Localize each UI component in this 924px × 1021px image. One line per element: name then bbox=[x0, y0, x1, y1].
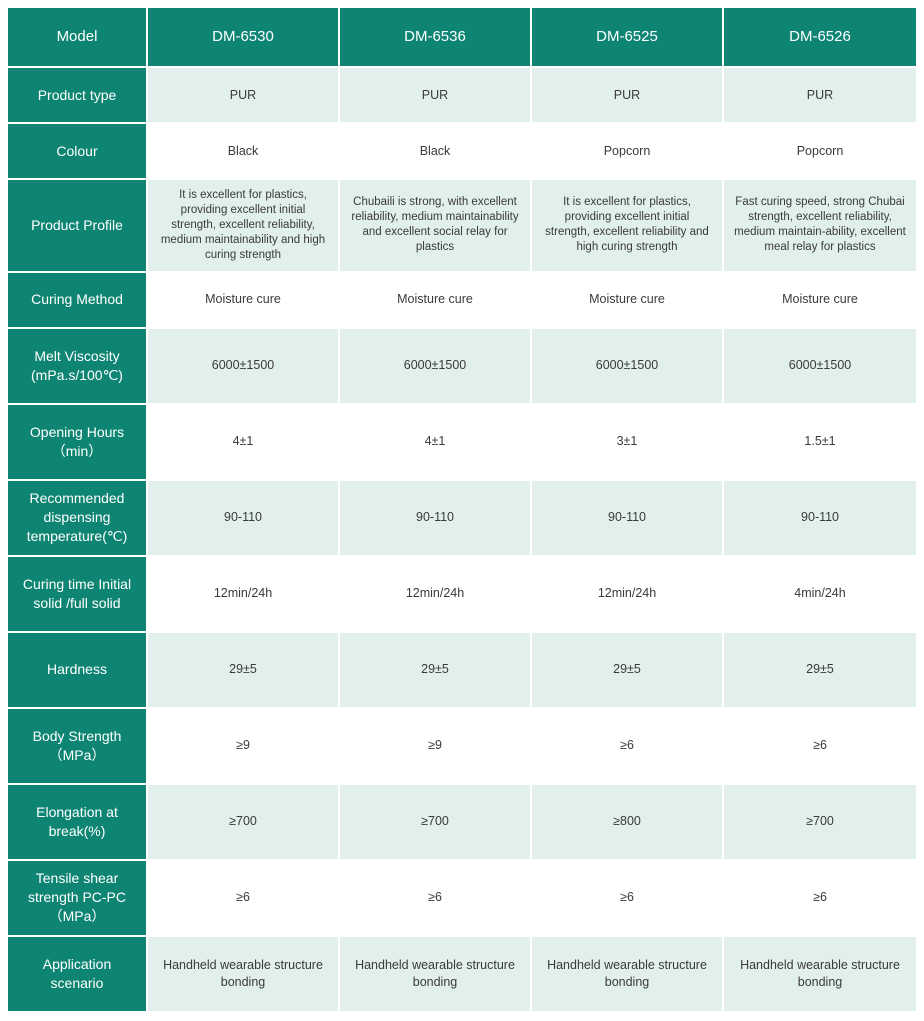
table-cell: ≥6 bbox=[532, 709, 724, 785]
table-row: Tensile shear strength PC-PC（MPa）≥6≥6≥6≥… bbox=[8, 861, 916, 937]
table-cell: ≥9 bbox=[340, 709, 532, 785]
table-cell: 29±5 bbox=[724, 633, 916, 709]
table-cell: Moisture cure bbox=[532, 273, 724, 329]
row-label: Opening Hours （min） bbox=[8, 405, 148, 481]
table-row: Melt Viscosity (mPa.s/100℃)6000±15006000… bbox=[8, 329, 916, 405]
col-header-1: DM-6530 bbox=[148, 8, 340, 68]
table-cell: 4±1 bbox=[340, 405, 532, 481]
table-cell: 90-110 bbox=[148, 481, 340, 557]
table-row: Opening Hours （min）4±14±13±11.5±1 bbox=[8, 405, 916, 481]
table-cell: ≥800 bbox=[532, 785, 724, 861]
table-cell: 12min/24h bbox=[340, 557, 532, 633]
table-cell: Handheld wearable structure bonding bbox=[532, 937, 724, 1013]
row-label: Body Strength （MPa） bbox=[8, 709, 148, 785]
table-cell: ≥6 bbox=[340, 861, 532, 937]
col-header-3: DM-6525 bbox=[532, 8, 724, 68]
table-row: Body Strength （MPa）≥9≥9≥6≥6 bbox=[8, 709, 916, 785]
row-label: Colour bbox=[8, 124, 148, 180]
row-label: Elongation at break(%) bbox=[8, 785, 148, 861]
table-cell: 29±5 bbox=[340, 633, 532, 709]
col-header-model: Model bbox=[8, 8, 148, 68]
table-cell: Moisture cure bbox=[148, 273, 340, 329]
table-cell: 12min/24h bbox=[532, 557, 724, 633]
table-cell: PUR bbox=[532, 68, 724, 124]
col-header-4: DM-6526 bbox=[724, 8, 916, 68]
table-cell: 90-110 bbox=[724, 481, 916, 557]
table-cell: Popcorn bbox=[532, 124, 724, 180]
table-cell: Handheld wearable structure bonding bbox=[724, 937, 916, 1013]
table-cell: 90-110 bbox=[340, 481, 532, 557]
table-cell: ≥6 bbox=[724, 709, 916, 785]
table-cell: ≥6 bbox=[532, 861, 724, 937]
table-cell: 6000±1500 bbox=[724, 329, 916, 405]
table-row: Application scenarioHandheld wearable st… bbox=[8, 937, 916, 1013]
row-label: Recommended dispensing temperature(℃) bbox=[8, 481, 148, 557]
table-cell: PUR bbox=[148, 68, 340, 124]
table-row: Recommended dispensing temperature(℃)90-… bbox=[8, 481, 916, 557]
header-row: Model DM-6530 DM-6536 DM-6525 DM-6526 bbox=[8, 8, 916, 68]
table-row: Curing time Initial solid /full solid12m… bbox=[8, 557, 916, 633]
table-row: Curing MethodMoisture cureMoisture cureM… bbox=[8, 273, 916, 329]
row-label: Curing Method bbox=[8, 273, 148, 329]
table-cell: 6000±1500 bbox=[148, 329, 340, 405]
table-cell: 6000±1500 bbox=[340, 329, 532, 405]
table-cell: ≥6 bbox=[724, 861, 916, 937]
table-cell: 29±5 bbox=[532, 633, 724, 709]
col-header-2: DM-6536 bbox=[340, 8, 532, 68]
table-cell: ≥6 bbox=[148, 861, 340, 937]
row-label: Melt Viscosity (mPa.s/100℃) bbox=[8, 329, 148, 405]
table-row: Product typePURPURPURPUR bbox=[8, 68, 916, 124]
table-row: Product ProfileIt is excellent for plast… bbox=[8, 180, 916, 273]
table-cell: Chubaili is strong, with excellent relia… bbox=[340, 180, 532, 273]
table-cell: ≥700 bbox=[340, 785, 532, 861]
row-label: Application scenario bbox=[8, 937, 148, 1013]
table-cell: Moisture cure bbox=[340, 273, 532, 329]
table-cell: 4±1 bbox=[148, 405, 340, 481]
table-cell: Black bbox=[340, 124, 532, 180]
row-label: Tensile shear strength PC-PC（MPa） bbox=[8, 861, 148, 937]
row-label: Curing time Initial solid /full solid bbox=[8, 557, 148, 633]
table-cell: ≥9 bbox=[148, 709, 340, 785]
table-cell: PUR bbox=[340, 68, 532, 124]
table-cell: Black bbox=[148, 124, 340, 180]
table-cell: 12min/24h bbox=[148, 557, 340, 633]
table-cell: 29±5 bbox=[148, 633, 340, 709]
table-cell: 90-110 bbox=[532, 481, 724, 557]
table-cell: 4min/24h bbox=[724, 557, 916, 633]
table-cell: Handheld wearable structure bonding bbox=[148, 937, 340, 1013]
table-cell: 1.5±1 bbox=[724, 405, 916, 481]
table-cell: It is excellent for plastics, providing … bbox=[148, 180, 340, 273]
table-cell: Moisture cure bbox=[724, 273, 916, 329]
table-cell: Handheld wearable structure bonding bbox=[340, 937, 532, 1013]
table-cell: It is excellent for plastics, providing … bbox=[532, 180, 724, 273]
row-label: Product type bbox=[8, 68, 148, 124]
table-cell: Fast curing speed, strong Chubai strengt… bbox=[724, 180, 916, 273]
table-cell: ≥700 bbox=[148, 785, 340, 861]
table-cell: ≥700 bbox=[724, 785, 916, 861]
table-row: Hardness29±529±529±529±5 bbox=[8, 633, 916, 709]
row-label: Hardness bbox=[8, 633, 148, 709]
table-row: Elongation at break(%)≥700≥700≥800≥700 bbox=[8, 785, 916, 861]
table-cell: 3±1 bbox=[532, 405, 724, 481]
table-cell: Popcorn bbox=[724, 124, 916, 180]
spec-table: Model DM-6530 DM-6536 DM-6525 DM-6526 Pr… bbox=[8, 8, 916, 1013]
row-label: Product Profile bbox=[8, 180, 148, 273]
table-row: ColourBlackBlackPopcornPopcorn bbox=[8, 124, 916, 180]
table-cell: PUR bbox=[724, 68, 916, 124]
table-cell: 6000±1500 bbox=[532, 329, 724, 405]
